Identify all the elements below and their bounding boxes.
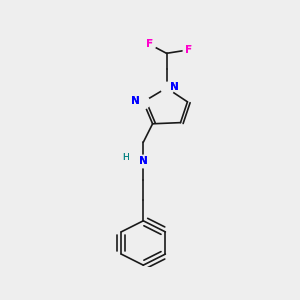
Text: N: N (131, 96, 140, 106)
Text: F: F (146, 39, 153, 49)
Text: N: N (131, 96, 140, 106)
Text: N: N (139, 156, 148, 166)
Text: F: F (185, 45, 192, 55)
Text: N: N (170, 82, 179, 92)
Text: H: H (123, 154, 129, 163)
Text: N: N (139, 156, 148, 166)
Text: F: F (146, 39, 153, 49)
Text: F: F (185, 45, 192, 55)
Text: H: H (123, 154, 129, 163)
Text: N: N (170, 82, 179, 92)
